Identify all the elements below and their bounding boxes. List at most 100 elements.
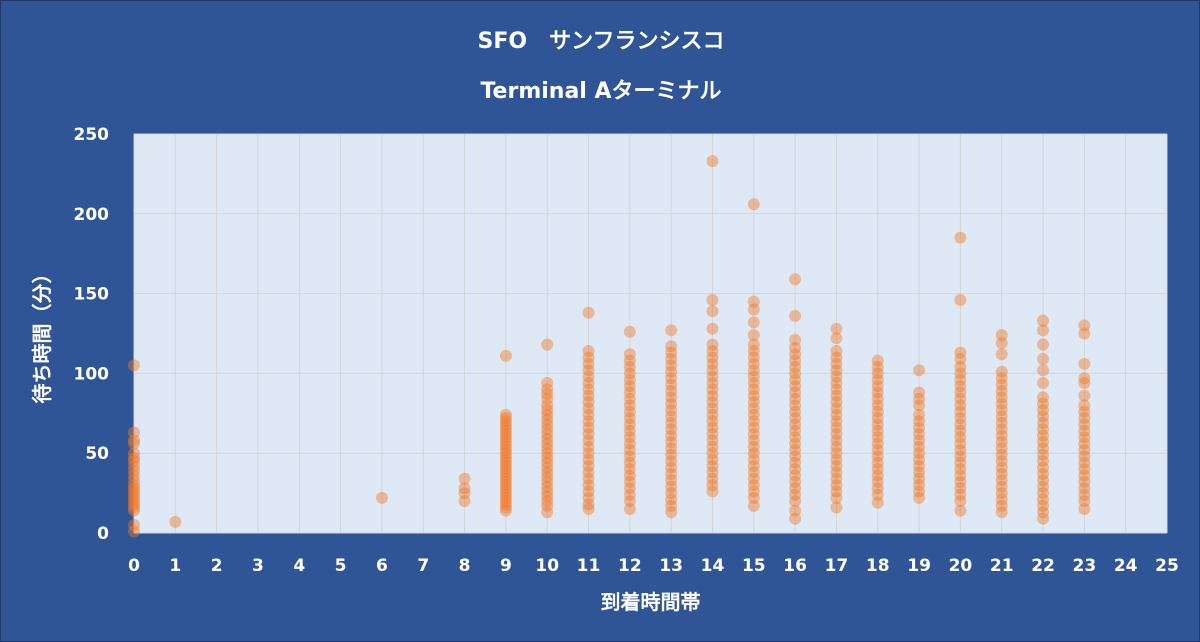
scatter-point [995,506,1008,519]
scatter-point [623,463,636,476]
scatter-point [1037,467,1050,480]
scatter-point [128,525,140,538]
scatter-point [830,332,843,345]
scatter-point [1037,376,1050,389]
scatter-point [954,482,967,495]
scatter-point [541,428,554,441]
scatter-point [747,303,760,316]
scatter-point [871,354,884,367]
scatter-point [1078,503,1091,516]
scatter-point [954,475,967,488]
x-tick-label: 7 [417,556,429,576]
scatter-point [789,380,802,393]
scatter-point [128,501,140,514]
scatter-point [582,479,595,492]
scatter-point [871,424,884,437]
scatter-point [995,410,1008,423]
scatter-point [582,415,595,428]
scatter-point [499,479,512,492]
scatter-point [706,440,719,453]
scatter-point [913,453,926,466]
scatter-point [747,316,760,329]
x-tick-label: 0 [128,556,140,576]
scatter-point [128,491,140,504]
x-axis-title: 到着時間帯 [601,590,701,614]
scatter-point [789,431,802,444]
scatter-point [830,440,843,453]
scatter-point [169,515,182,528]
scatter-point [665,378,678,391]
grid-lines [133,133,1168,534]
scatter-point [954,373,967,386]
scatter-point [995,442,1008,455]
scatter-point [1078,463,1091,476]
scatter-point [830,345,843,358]
scatter-point [995,384,1008,397]
scatter-point [706,434,719,447]
scatter-point [706,305,719,318]
x-tick-label: 19 [907,556,931,576]
scatter-point [871,456,884,469]
scatter-point [789,309,802,322]
scatter-point [1078,412,1091,425]
scatter-point [954,469,967,482]
scatter-point [665,493,678,506]
x-tick-label: 18 [866,556,890,576]
scatter-point [665,499,678,512]
scatter-point [499,498,512,511]
scatter-point [747,459,760,472]
scatter-point [830,501,843,514]
scatter-point [128,464,140,477]
scatter-point [747,466,760,479]
scatter-point [706,459,719,472]
scatter-point [541,388,554,401]
scatter-point [582,345,595,358]
scatter-point [623,475,636,488]
scatter-point [665,384,678,397]
scatter-point [871,496,884,509]
scatter-point [665,404,678,417]
x-tick-label: 8 [459,556,471,576]
scatter-point [582,459,595,472]
x-tick-label: 10 [535,556,559,576]
scatter-point [913,428,926,441]
scatter-point [830,491,843,504]
scatter-point [665,455,678,468]
scatter-point [747,440,760,453]
scatter-point [1078,469,1091,482]
scatter-point [747,434,760,447]
scatter-point [499,428,512,441]
scatter-point [871,437,884,450]
scatter-point [665,448,678,461]
scatter-point [830,357,843,370]
scatter-point [789,333,802,346]
scatter-point [913,386,926,399]
data-points [128,155,1091,538]
scatter-point [706,155,719,168]
scatter-point [128,474,140,487]
scatter-point [706,466,719,479]
scatter-point [789,504,802,517]
scatter-point [954,293,967,306]
scatter-point [623,503,636,516]
scatter-point [1037,499,1050,512]
scatter-point [954,412,967,425]
scatter-point [665,436,678,449]
scatter-point [706,479,719,492]
scatter-point [706,472,719,485]
scatter-point [995,423,1008,436]
scatter-point [582,364,595,377]
scatter-point [913,421,926,434]
scatter-point [623,469,636,482]
scatter-point [995,455,1008,468]
scatter-point [747,295,760,308]
scatter-point [665,372,678,385]
scatter-point [541,418,554,431]
scatter-point [1078,319,1091,332]
scatter-point [541,408,554,421]
scatter-point [830,428,843,441]
scatter-point [1037,391,1050,404]
scatter-point [871,444,884,457]
scatter-point [830,322,843,335]
